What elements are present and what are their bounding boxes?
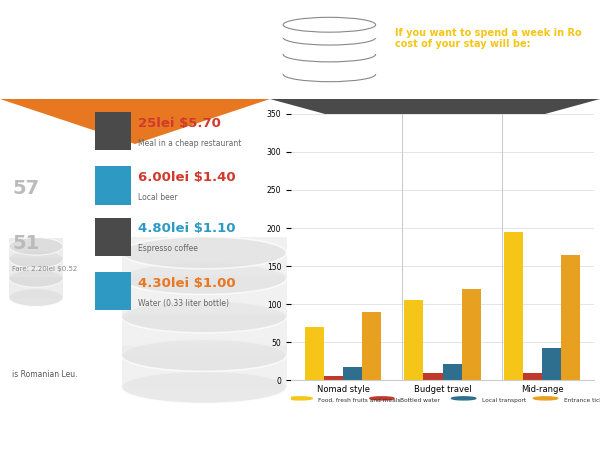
- FancyBboxPatch shape: [95, 272, 131, 310]
- Ellipse shape: [9, 250, 63, 268]
- FancyBboxPatch shape: [95, 112, 131, 150]
- Bar: [424, 373, 443, 380]
- Text: n Romania: n Romania: [8, 15, 99, 30]
- Text: Espresso coffee: Espresso coffee: [138, 244, 198, 253]
- Text: Local beer: Local beer: [138, 193, 178, 202]
- Ellipse shape: [283, 67, 376, 82]
- Text: average prices in Romania, including food prices, restaurants,
odation, transpor: average prices in Romania, including foo…: [8, 48, 226, 60]
- FancyBboxPatch shape: [122, 314, 287, 356]
- Ellipse shape: [9, 238, 63, 255]
- Circle shape: [533, 397, 557, 400]
- Polygon shape: [270, 99, 600, 144]
- Text: Food, fresh fruits and meals: Food, fresh fruits and meals: [318, 398, 401, 403]
- Text: This infographics was created by the hikersbay.com team. It is available unde: This infographics was created by the hik…: [180, 432, 452, 438]
- FancyBboxPatch shape: [9, 277, 63, 297]
- FancyBboxPatch shape: [95, 217, 131, 256]
- Bar: [523, 373, 542, 380]
- Bar: [542, 348, 561, 380]
- Text: 51: 51: [12, 234, 39, 253]
- Ellipse shape: [9, 289, 63, 306]
- Ellipse shape: [9, 270, 63, 287]
- Text: is Romanian Leu.: is Romanian Leu.: [12, 370, 77, 379]
- Circle shape: [452, 397, 476, 400]
- FancyBboxPatch shape: [283, 20, 376, 38]
- Circle shape: [288, 397, 312, 400]
- Bar: [504, 232, 523, 380]
- Text: Bottled water: Bottled water: [400, 398, 440, 403]
- Text: ay: ay: [6, 426, 29, 444]
- Text: Water (0.33 liter bottle): Water (0.33 liter bottle): [138, 299, 229, 308]
- Text: Meal in a cheap restaurant: Meal in a cheap restaurant: [138, 139, 241, 148]
- Text: 4.30lei $1.00: 4.30lei $1.00: [138, 277, 236, 290]
- Text: Local transport: Local transport: [482, 398, 526, 403]
- FancyBboxPatch shape: [9, 257, 63, 279]
- Ellipse shape: [122, 339, 287, 371]
- Bar: [561, 255, 580, 380]
- Ellipse shape: [122, 301, 287, 333]
- Bar: [461, 289, 481, 380]
- Bar: [362, 312, 381, 380]
- Text: 57: 57: [12, 179, 39, 198]
- FancyBboxPatch shape: [122, 275, 287, 317]
- Bar: [305, 327, 324, 380]
- FancyBboxPatch shape: [283, 36, 376, 54]
- Bar: [404, 300, 424, 380]
- Ellipse shape: [283, 17, 376, 32]
- Ellipse shape: [122, 262, 287, 294]
- FancyBboxPatch shape: [9, 238, 63, 259]
- Bar: [443, 364, 461, 380]
- Text: 6.00lei $1.40: 6.00lei $1.40: [138, 171, 236, 184]
- Circle shape: [370, 397, 394, 400]
- Ellipse shape: [283, 30, 376, 45]
- Bar: [343, 367, 362, 380]
- Text: Entrance tickets and guide s: Entrance tickets and guide s: [564, 398, 600, 403]
- Text: Fare: 2.20lei $0.52: Fare: 2.20lei $0.52: [12, 266, 77, 272]
- Ellipse shape: [122, 371, 287, 403]
- Text: 25lei $5.70: 25lei $5.70: [138, 117, 221, 130]
- Polygon shape: [0, 99, 270, 144]
- FancyBboxPatch shape: [122, 346, 287, 387]
- Bar: [324, 377, 343, 380]
- FancyBboxPatch shape: [95, 166, 131, 205]
- Circle shape: [197, 10, 461, 89]
- FancyBboxPatch shape: [283, 56, 376, 74]
- FancyBboxPatch shape: [122, 237, 287, 279]
- Ellipse shape: [283, 47, 376, 62]
- Ellipse shape: [122, 237, 287, 269]
- Text: 4.80lei $1.10: 4.80lei $1.10: [138, 222, 235, 235]
- Text: If you want to spend a week in Ro
cost of your stay will be:: If you want to spend a week in Ro cost o…: [395, 28, 582, 50]
